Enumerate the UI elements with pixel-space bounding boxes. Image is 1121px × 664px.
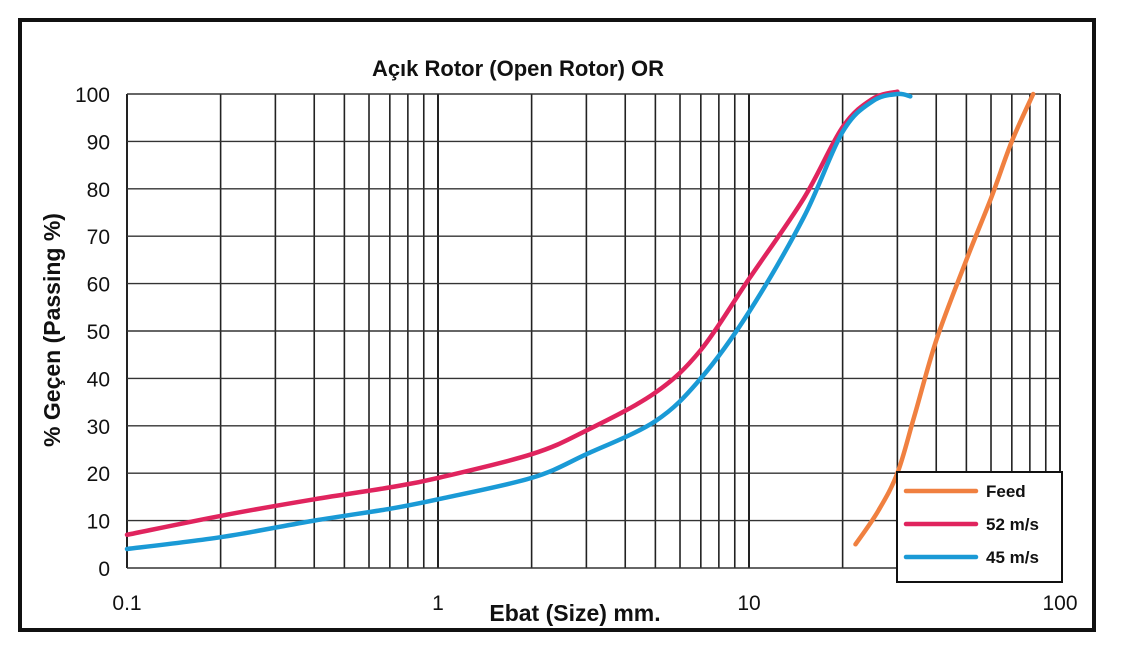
- y-tick-label: 70: [87, 226, 110, 249]
- tick-labels: 0 10 20 30 40 50 60 70 80 90 100 0.1 1 10 100: [75, 84, 1078, 615]
- legend: Feed 52 m/s 45 m/s: [896, 471, 1063, 583]
- series-line-feed: [853, 91, 1036, 547]
- y-axis-label: % Geçen (Passing %): [39, 213, 65, 447]
- x-tick-label: 10: [737, 592, 760, 615]
- x-tick-label: 1: [432, 592, 444, 615]
- y-tick-label: 0: [98, 558, 110, 581]
- y-tick-label: 90: [87, 131, 110, 154]
- legend-label: Feed: [986, 482, 1026, 501]
- y-tick-label: 40: [87, 368, 110, 391]
- y-tick-label: 60: [87, 274, 110, 297]
- series-line-45-m-s: [124, 91, 913, 552]
- y-tick-label: 30: [87, 416, 110, 439]
- y-tick-label: 10: [87, 511, 110, 534]
- y-tick-label: 80: [87, 179, 110, 202]
- x-axis-label: Ebat (Size) mm.: [489, 600, 660, 626]
- series-layer: [124, 89, 1036, 552]
- series-line-52-m-s: [124, 89, 900, 538]
- x-tick-label: 100: [1042, 592, 1077, 615]
- x-tick-label: 0.1: [112, 592, 141, 615]
- y-tick-label: 20: [87, 463, 110, 486]
- legend-label: 52 m/s: [986, 515, 1039, 534]
- y-tick-label: 50: [87, 321, 110, 344]
- chart-title: Açık Rotor (Open Rotor) OR: [372, 56, 664, 81]
- legend-label: 45 m/s: [986, 548, 1039, 567]
- y-tick-label: 100: [75, 84, 110, 107]
